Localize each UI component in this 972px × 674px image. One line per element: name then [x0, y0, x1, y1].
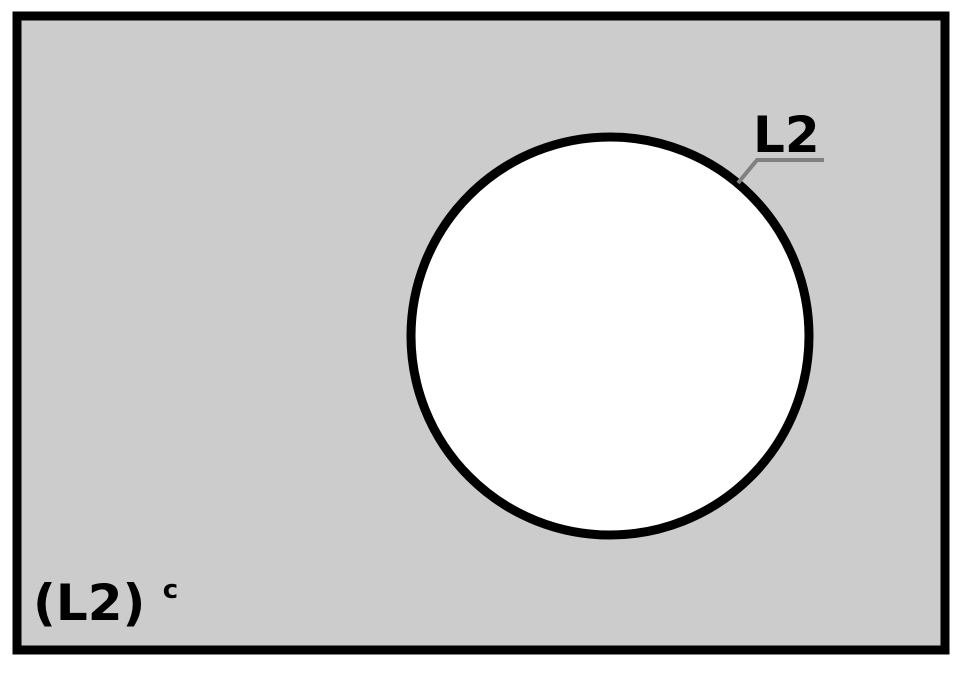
set-l2-label: L2 — [753, 106, 820, 164]
complement-label-base: (L2) — [33, 574, 145, 632]
complement-label-superscript: c — [163, 575, 178, 605]
set-l2-leader-line — [736, 158, 824, 185]
complement-label: (L2) c — [33, 574, 178, 632]
set-l2-circle — [406, 132, 814, 540]
